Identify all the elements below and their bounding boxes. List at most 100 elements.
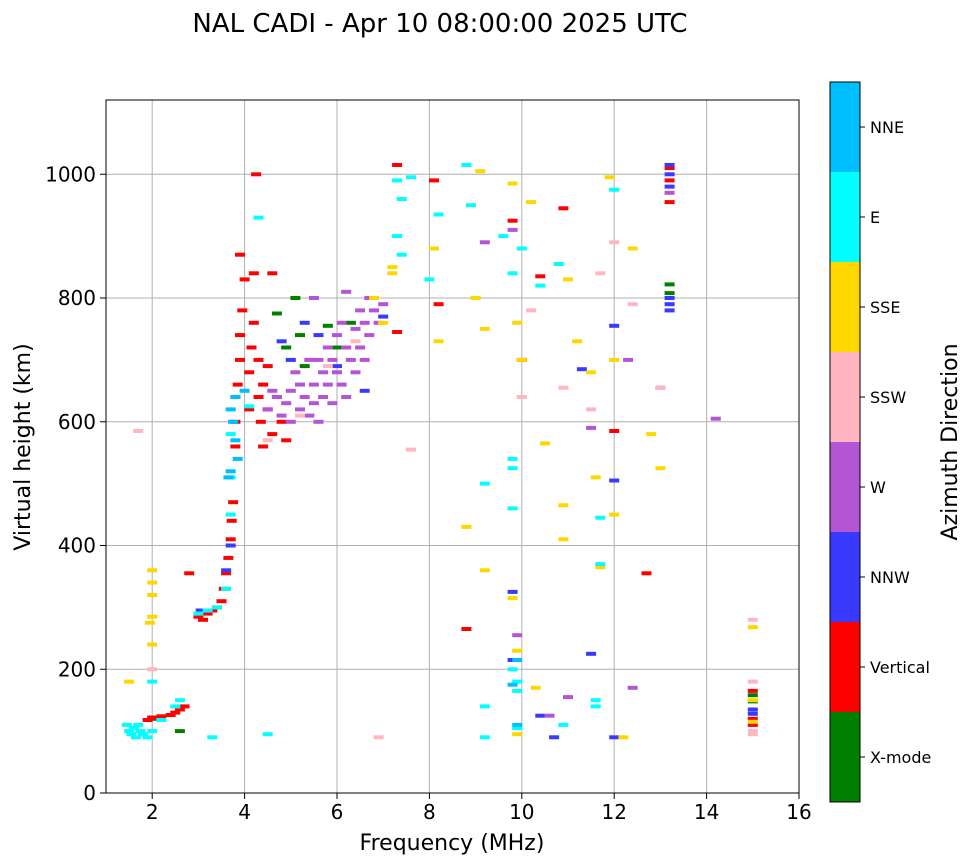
echo-point-sse [124,679,135,684]
echo-point-sse [655,466,666,471]
echo-point-w [295,382,305,387]
echo-point-vertical [276,419,287,424]
echo-point-ssw [747,729,758,734]
colorbar-legend: X-mode Vertical NNW W SSW SSE E NNE [830,82,931,802]
echo-point-e [126,732,137,737]
echo-point-vertical [170,710,181,715]
echo-point-e [507,271,518,276]
echo-point-ssw [747,617,758,622]
echo-point-x-mode [664,291,675,296]
echo-point-e [156,718,167,722]
echo-point-sse [147,614,158,619]
echo-point-ssw [322,364,333,369]
echo-point-e [121,722,132,727]
echo-point-w [304,357,315,362]
echo-point-w [276,413,287,418]
y-axis-label: Virtual height (km) [11,343,36,550]
echo-point-sse [627,246,638,251]
echo-point-sse [539,441,550,446]
echo-point-nnw [359,388,370,393]
echo-point-vertical [267,432,278,437]
echo-point-nnw [332,364,342,369]
echo-point-vertical [237,308,248,313]
echo-point-e [131,735,141,740]
echo-point-sse [144,620,155,625]
echo-point-ssw [373,735,384,740]
echo-point-vertical [226,518,237,523]
echo-point-vertical [248,271,259,276]
echo-point-e [590,704,601,709]
echo-point-vertical [641,571,652,576]
echo-point-e [558,722,569,727]
echo-point-vertical [184,571,195,576]
echo-point-vertical [221,571,232,576]
echo-point-w [318,395,329,399]
echo-point-w [345,357,356,362]
echo-point-w [341,289,352,294]
echo-point-e [512,679,523,684]
echo-point-vertical [202,611,213,616]
echo-point-nnw [609,735,620,740]
echo-point-ssw [516,395,527,399]
chart-title: NAL CADI - Apr 10 08:00:00 2025 UTC [192,9,687,39]
echo-point-w [563,695,573,700]
echo-point-nne [230,395,241,399]
echo-point-e [244,404,255,409]
echo-point-nne [225,469,236,474]
echo-point-sse [147,580,158,585]
echo-point-vertical [228,500,239,505]
echo-point-w [290,370,301,375]
echo-point-w [341,395,352,399]
echo-point-w [308,401,319,406]
colorbar-tick-label: X-mode [870,748,931,767]
echo-point-nne [232,456,243,461]
echo-point-ssw [655,385,666,390]
y-tick-label: 800 [58,286,96,310]
echo-point-nnw [313,333,324,338]
echo-point-x-mode [332,345,342,350]
echo-point-sse [558,537,569,542]
echo-point-vertical [258,382,269,387]
echo-point-w [267,388,278,393]
echo-point-e [147,729,158,734]
colorbar-label: Azimuth Direction [938,343,963,540]
echo-point-vertical [253,395,264,399]
echo-point-ssw [526,308,536,313]
echo-point-sse [147,568,158,573]
echo-point-e [174,698,185,703]
echo-point-vertical [267,271,278,276]
echo-point-nne [512,722,523,727]
echo-point-vertical [244,370,255,375]
colorbar-swatch [830,262,860,352]
echo-point-nne [225,407,236,412]
echo-point-nnw [225,543,236,548]
echo-point-w [313,357,324,362]
echo-point-w [262,407,273,412]
echo-point-vertical [433,302,444,307]
echo-point-sse [470,296,481,300]
echo-point-vertical [230,444,241,449]
echo-point-ssw [586,407,597,412]
echo-point-sse [479,326,490,331]
echo-point-w [308,296,319,300]
echo-point-w [664,190,675,195]
echo-point-e [553,262,564,266]
echo-point-vertical [609,429,620,433]
echo-point-nnw [507,589,518,594]
echo-point-vertical [747,722,758,727]
echo-point-nnw [535,713,546,718]
echo-point-w [544,713,555,718]
echo-point-vertical [235,357,245,362]
echo-point-sse [475,169,486,174]
echo-point-w [304,413,315,418]
echo-point-w [285,419,296,424]
echo-point-nnw [576,367,587,372]
echo-point-w [336,382,347,387]
echo-point-nnw [221,568,232,573]
echo-point-w [318,370,329,375]
echo-point-e [507,506,518,511]
echo-point-e [396,252,407,257]
echo-point-sse [604,175,615,180]
echo-point-e [609,187,620,192]
